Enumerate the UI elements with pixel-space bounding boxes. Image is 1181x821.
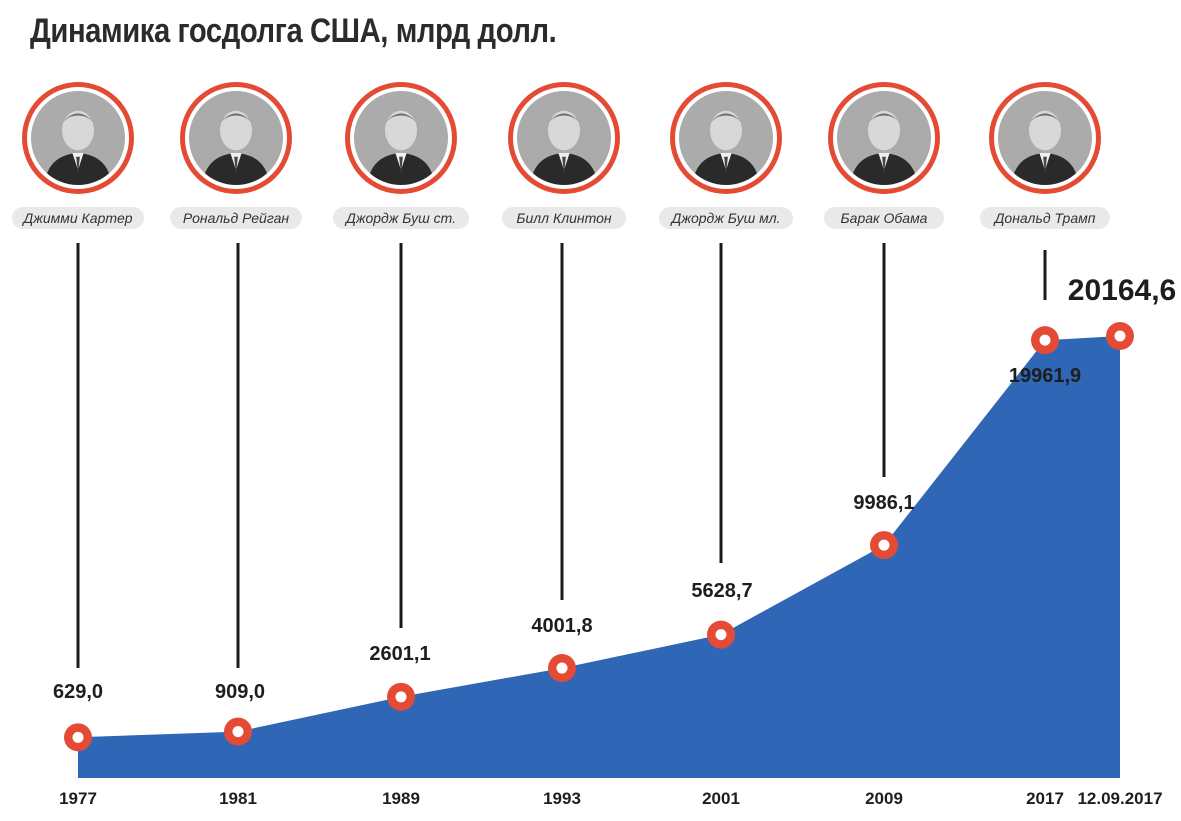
portrait-ring <box>833 87 935 189</box>
portrait-icon <box>180 82 292 194</box>
portrait-photo <box>679 91 773 185</box>
x-tick-label: 1989 <box>382 789 420 808</box>
portrait-photo <box>31 91 125 185</box>
x-tick-label: 1993 <box>543 789 581 808</box>
x-tick-label: 2009 <box>865 789 903 808</box>
value-label: 909,0 <box>215 681 265 703</box>
portrait-ring <box>675 87 777 189</box>
data-point-center <box>556 662 568 674</box>
portrait-icon <box>828 82 940 194</box>
portrait-ring <box>27 87 129 189</box>
value-label: 20164,6 <box>1068 274 1176 307</box>
portrait-icon <box>670 82 782 194</box>
value-label: 9986,1 <box>853 492 914 514</box>
debt-area <box>78 336 1120 778</box>
value-label: 629,0 <box>53 681 103 703</box>
portrait-photo <box>189 91 283 185</box>
portrait-ring <box>185 87 287 189</box>
portrait-icon <box>508 82 620 194</box>
value-label: 2601,1 <box>369 643 430 665</box>
president-name: Джимми Картер <box>12 207 144 229</box>
data-point-center <box>72 731 84 743</box>
data-point-center <box>878 539 890 551</box>
president-name: Барак Обама <box>824 207 944 229</box>
data-point-center <box>232 726 244 738</box>
x-tick-label: 1981 <box>219 789 257 808</box>
value-label: 5628,7 <box>691 580 752 602</box>
x-tick-label: 12.09.2017 <box>1077 789 1162 808</box>
portrait-ring <box>513 87 615 189</box>
portrait-icon <box>345 82 457 194</box>
x-tick-label: 1977 <box>59 789 97 808</box>
data-point-center <box>395 691 407 703</box>
data-point-center <box>715 629 727 641</box>
page-title: Динамика госдолга США, млрд долл. <box>30 12 557 50</box>
data-point-center <box>1039 334 1051 346</box>
portrait-photo <box>998 91 1092 185</box>
president-name: Рональд Рейган <box>170 207 302 229</box>
portrait-photo <box>837 91 931 185</box>
portrait-photo <box>354 91 448 185</box>
portrait-icon <box>989 82 1101 194</box>
portrait-photo <box>517 91 611 185</box>
data-point-center <box>1114 330 1126 342</box>
president-name: Джордж Буш мл. <box>659 207 793 229</box>
president-name: Джордж Буш ст. <box>333 207 469 229</box>
value-label: 4001,8 <box>531 615 592 637</box>
president-name: Билл Клинтон <box>502 207 626 229</box>
president-name: Дональд Трамп <box>980 207 1110 229</box>
x-tick-label: 2017 <box>1026 789 1064 808</box>
portrait-ring <box>994 87 1096 189</box>
portrait-ring <box>350 87 452 189</box>
portrait-icon <box>22 82 134 194</box>
value-label: 19961,9 <box>1009 365 1081 387</box>
x-tick-label: 2001 <box>702 789 740 808</box>
